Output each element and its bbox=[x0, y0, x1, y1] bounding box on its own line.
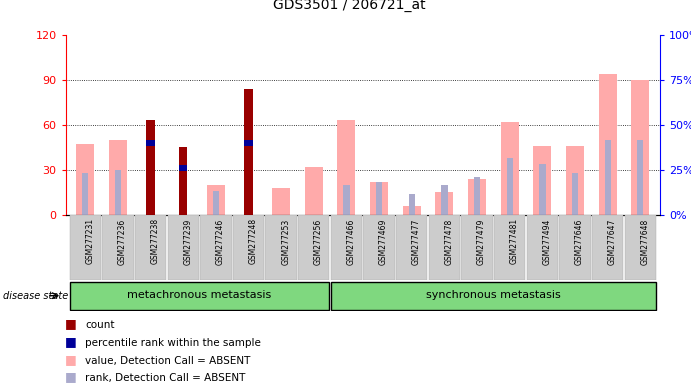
Bar bbox=[442, 185, 448, 215]
FancyBboxPatch shape bbox=[102, 215, 133, 280]
FancyBboxPatch shape bbox=[135, 215, 167, 280]
Text: percentile rank within the sample: percentile rank within the sample bbox=[86, 338, 261, 348]
FancyBboxPatch shape bbox=[494, 215, 525, 280]
Bar bbox=[245, 182, 252, 215]
Bar bbox=[179, 166, 187, 171]
Bar bbox=[501, 122, 519, 215]
FancyBboxPatch shape bbox=[70, 215, 101, 280]
Bar bbox=[272, 188, 290, 215]
Bar bbox=[605, 140, 611, 215]
Bar bbox=[533, 146, 551, 215]
Bar bbox=[245, 89, 252, 215]
Text: GSM277478: GSM277478 bbox=[444, 218, 453, 265]
FancyBboxPatch shape bbox=[233, 215, 264, 280]
FancyBboxPatch shape bbox=[625, 215, 656, 280]
Bar bbox=[343, 185, 350, 215]
Text: GSM277256: GSM277256 bbox=[314, 218, 323, 265]
Bar bbox=[109, 140, 127, 215]
Text: ■: ■ bbox=[65, 335, 77, 348]
Text: GSM277239: GSM277239 bbox=[183, 218, 192, 265]
Bar bbox=[572, 173, 578, 215]
Bar bbox=[632, 80, 650, 215]
Text: GSM277477: GSM277477 bbox=[412, 218, 421, 265]
Bar bbox=[305, 167, 323, 215]
Bar bbox=[474, 177, 480, 215]
FancyBboxPatch shape bbox=[331, 215, 362, 280]
FancyBboxPatch shape bbox=[428, 215, 460, 280]
FancyBboxPatch shape bbox=[462, 215, 493, 280]
Text: count: count bbox=[86, 321, 115, 331]
Bar bbox=[337, 120, 355, 215]
FancyBboxPatch shape bbox=[527, 215, 558, 280]
Text: GSM277469: GSM277469 bbox=[379, 218, 388, 265]
Text: GSM277479: GSM277479 bbox=[477, 218, 486, 265]
Text: value, Detection Call = ABSENT: value, Detection Call = ABSENT bbox=[86, 356, 251, 366]
Bar bbox=[598, 74, 616, 215]
Bar bbox=[507, 158, 513, 215]
Bar bbox=[408, 194, 415, 215]
Bar bbox=[370, 182, 388, 215]
FancyBboxPatch shape bbox=[200, 215, 231, 280]
Bar bbox=[146, 140, 155, 146]
Text: synchronous metastasis: synchronous metastasis bbox=[426, 290, 561, 300]
Text: GSM277248: GSM277248 bbox=[249, 218, 258, 265]
Text: disease state: disease state bbox=[3, 291, 68, 301]
Bar bbox=[146, 120, 155, 215]
FancyBboxPatch shape bbox=[70, 282, 330, 310]
Bar bbox=[468, 179, 486, 215]
Bar bbox=[539, 164, 545, 215]
Text: GSM277246: GSM277246 bbox=[216, 218, 225, 265]
Text: GSM277238: GSM277238 bbox=[151, 218, 160, 265]
FancyBboxPatch shape bbox=[363, 215, 395, 280]
Bar bbox=[403, 206, 421, 215]
Text: GSM277466: GSM277466 bbox=[346, 218, 355, 265]
FancyBboxPatch shape bbox=[559, 215, 591, 280]
Text: GSM277481: GSM277481 bbox=[510, 218, 519, 265]
Text: GSM277494: GSM277494 bbox=[542, 218, 551, 265]
FancyBboxPatch shape bbox=[396, 215, 428, 280]
Text: GDS3501 / 206721_at: GDS3501 / 206721_at bbox=[273, 0, 425, 12]
Text: GSM277253: GSM277253 bbox=[281, 218, 290, 265]
Text: GSM277236: GSM277236 bbox=[118, 218, 127, 265]
Text: ■: ■ bbox=[65, 353, 77, 366]
Text: metachronous metastasis: metachronous metastasis bbox=[127, 290, 272, 300]
Bar bbox=[179, 147, 187, 215]
FancyBboxPatch shape bbox=[298, 215, 330, 280]
FancyBboxPatch shape bbox=[331, 282, 656, 310]
Text: GSM277646: GSM277646 bbox=[575, 218, 584, 265]
Bar bbox=[566, 146, 584, 215]
FancyBboxPatch shape bbox=[167, 215, 199, 280]
Text: GSM277231: GSM277231 bbox=[85, 218, 94, 265]
FancyBboxPatch shape bbox=[265, 215, 297, 280]
Text: GSM277647: GSM277647 bbox=[607, 218, 616, 265]
Bar bbox=[82, 173, 88, 215]
Bar bbox=[435, 192, 453, 215]
Bar bbox=[376, 182, 382, 215]
Bar bbox=[213, 191, 219, 215]
Bar bbox=[115, 170, 121, 215]
Text: rank, Detection Call = ABSENT: rank, Detection Call = ABSENT bbox=[86, 373, 246, 383]
Bar bbox=[76, 144, 94, 215]
FancyBboxPatch shape bbox=[592, 215, 623, 280]
Text: ■: ■ bbox=[65, 370, 77, 383]
Text: GSM277648: GSM277648 bbox=[641, 218, 650, 265]
Bar bbox=[207, 185, 225, 215]
Bar bbox=[245, 140, 252, 146]
Text: ■: ■ bbox=[65, 318, 77, 331]
Bar bbox=[637, 140, 643, 215]
